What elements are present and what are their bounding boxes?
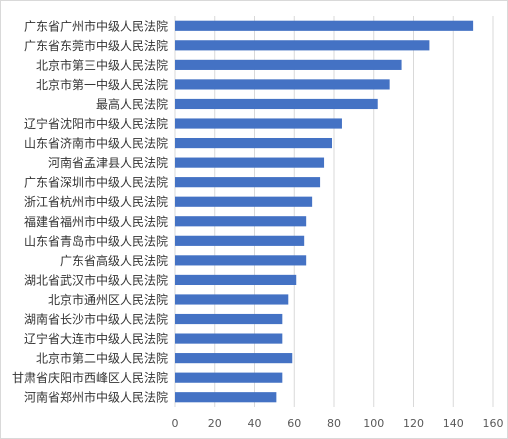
x-tick-label: 140 <box>443 417 464 430</box>
bar <box>175 313 283 325</box>
category-label: 河南省郑州市中级人民法院 <box>24 390 168 405</box>
x-tick-label: 20 <box>208 417 222 430</box>
x-tick-label: 0 <box>172 417 179 430</box>
category-label: 最高人民法院 <box>96 96 168 111</box>
category-label: 辽宁省沈阳市中级人民法院 <box>24 116 168 131</box>
grid-lines <box>174 16 494 407</box>
category-label: 浙江省杭州市中级人民法院 <box>24 194 168 209</box>
x-tick-label: 60 <box>287 417 301 430</box>
x-tick-label: 40 <box>248 417 262 430</box>
x-tick-label: 120 <box>403 417 424 430</box>
bar <box>175 392 277 403</box>
bar <box>175 157 325 168</box>
x-tick-label: 160 <box>483 417 504 430</box>
x-tick-labels: 0 20 40 60 80 100 120 140 160 <box>172 417 504 430</box>
bar <box>175 274 297 286</box>
category-label: 福建省福州市中级人民法院 <box>24 214 168 229</box>
category-label: 广东省东莞市中级人民法院 <box>24 38 168 53</box>
bar <box>175 196 313 207</box>
x-tick-label: 100 <box>363 417 384 430</box>
x-tick-label: 80 <box>327 417 341 430</box>
bar <box>175 40 430 51</box>
bar <box>175 177 321 188</box>
bars <box>175 20 474 403</box>
category-label: 北京市第三中级人民法院 <box>36 57 168 72</box>
category-label: 山东省青岛市中级人民法院 <box>24 233 168 248</box>
category-label: 湖北省武汉市中级人民法院 <box>24 272 168 287</box>
bar <box>175 372 283 383</box>
bar <box>175 353 293 364</box>
bar <box>175 98 378 110</box>
bar <box>175 294 289 305</box>
bar <box>175 20 474 31</box>
category-label: 广东省高级人民法院 <box>60 253 168 268</box>
category-labels: 广东省广州市中级人民法院广东省东莞市中级人民法院北京市第三中级人民法院北京市第一… <box>12 18 168 404</box>
category-label: 广东省广州市中级人民法院 <box>24 18 168 33</box>
category-label: 北京市通州区人民法院 <box>48 292 168 307</box>
bar <box>175 137 333 149</box>
category-label: 河南省孟津县人民法院 <box>48 155 168 170</box>
category-label: 北京市第一中级人民法院 <box>36 77 168 92</box>
category-label: 北京市第二中级人民法院 <box>36 351 168 366</box>
bar <box>175 59 402 70</box>
category-label: 广东省深圳市中级人民法院 <box>24 175 168 190</box>
category-label: 湖南省长沙市中级人民法院 <box>24 312 168 327</box>
bar <box>175 235 305 246</box>
category-label: 辽宁省大连市中级人民法院 <box>24 331 168 346</box>
category-label: 山东省济南市中级人民法院 <box>24 136 168 151</box>
category-label: 甘肃省庆阳市西峰区人民法院 <box>12 370 168 385</box>
bar <box>175 333 283 344</box>
bar <box>175 79 390 90</box>
bar <box>175 118 342 129</box>
bar <box>175 255 307 266</box>
bar <box>175 216 307 227</box>
